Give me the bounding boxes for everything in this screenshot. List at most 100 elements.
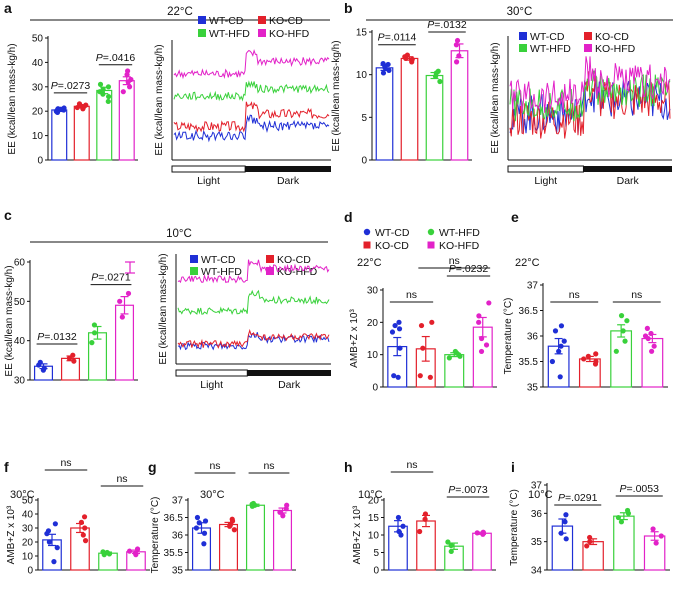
- bar-wt-hfd: [610, 330, 633, 388]
- point: [52, 521, 58, 527]
- bar-ko-hfd: [472, 532, 492, 571]
- y-tick-label: 35.5: [164, 548, 184, 559]
- y-tick-label: 37: [172, 496, 184, 507]
- legend-label: WT-CD: [530, 31, 565, 43]
- y-tick-label: 36.5: [519, 306, 539, 317]
- y-tick-label: 36: [531, 509, 543, 520]
- panel-letter: d: [344, 209, 353, 225]
- panel-letter: i: [511, 459, 515, 475]
- y-tick-label: 5: [373, 548, 379, 559]
- point: [284, 502, 290, 508]
- c-line-chart: EE (kcal/lean mass-kg/h) Light Dark: [158, 253, 331, 391]
- y-tick-label: 50: [22, 496, 34, 507]
- x-label-dark: Dark: [278, 379, 301, 391]
- y-axis-label: AMB+Z x 10³: [6, 505, 17, 564]
- point: [395, 374, 401, 380]
- bar-wt-hfd: [87, 332, 108, 381]
- significance-label: P=.0132: [37, 331, 77, 343]
- point: [106, 93, 112, 100]
- point: [593, 358, 599, 365]
- significance-label: ns: [569, 289, 580, 301]
- condition-label: 10°C: [358, 489, 383, 501]
- point: [105, 84, 112, 90]
- significance-label: P=.0053: [620, 483, 660, 495]
- y-tick-label: 37: [531, 481, 543, 492]
- point: [409, 56, 415, 62]
- y-tick-label: 20: [22, 538, 34, 549]
- legend-label: KO-CD: [269, 15, 303, 27]
- legend-label: KO-HFD: [269, 28, 310, 40]
- y-axis-label: Temperature (°C): [509, 489, 520, 566]
- legend-label: KO-HFD: [439, 240, 480, 252]
- y-tick-label: 0: [27, 566, 33, 577]
- y-tick-label: 5: [361, 113, 367, 124]
- panel-letter: e: [511, 209, 519, 225]
- y-tick-label: 0: [37, 156, 43, 167]
- point: [194, 514, 201, 521]
- y-tick-label: 0: [373, 566, 379, 577]
- point: [46, 539, 52, 545]
- point: [422, 516, 428, 522]
- panel-title: 22°C: [167, 6, 193, 18]
- panel-header: 30°C: [366, 6, 673, 21]
- bar-wt-cd: [375, 67, 394, 161]
- y-tick-label: 34: [531, 566, 543, 577]
- significance-label: ns: [631, 289, 642, 301]
- y-axis-label: Temperature (°C): [150, 497, 161, 574]
- legend-label: KO-HFD: [595, 43, 636, 55]
- point: [229, 516, 235, 522]
- e-bar-chart: 35 35.5 36 36.5 37 Temperature (°C) ns ns 22°C: [503, 257, 668, 394]
- point: [54, 545, 60, 551]
- panel-header: 22°C: [30, 6, 330, 21]
- point: [563, 512, 569, 518]
- y-tick-label: 50: [32, 34, 44, 45]
- point: [396, 326, 403, 332]
- legend-swatch: [198, 16, 206, 24]
- legend-label: WT-HFD: [201, 266, 242, 278]
- point: [231, 527, 237, 533]
- y-tick-label: 36: [527, 332, 539, 343]
- point: [437, 78, 443, 85]
- significance-label: P=.0232: [449, 263, 489, 275]
- condition-label: 30°C: [200, 489, 225, 501]
- bar-ko-cd: [60, 357, 81, 381]
- y-tick-label: 30: [32, 82, 44, 93]
- point: [280, 513, 286, 519]
- condition-label: 30°C: [10, 489, 35, 501]
- condition-label: 22°C: [357, 257, 382, 269]
- y-tick-label: 0: [372, 383, 378, 394]
- legend-marker: [363, 228, 371, 236]
- legend: WT-CD KO-CD WT-HFD KO-HFD: [198, 15, 310, 40]
- point: [61, 105, 67, 111]
- y-tick-label: 37: [527, 281, 539, 292]
- y-axis-label: AMB+Z x 10³: [349, 309, 360, 368]
- point: [389, 329, 396, 335]
- x-label-light: Light: [197, 175, 220, 187]
- legend-swatch: [584, 44, 592, 52]
- point: [45, 528, 52, 534]
- y-axis-label: EE (kcal/lean mass-kg/h): [490, 42, 501, 153]
- bar-ko-hfd: [272, 509, 293, 571]
- point: [125, 290, 132, 297]
- y-axis-label: EE (kcal/lean mass-kg/h): [4, 265, 15, 376]
- legend-swatch: [258, 29, 266, 37]
- series-line-wt-hfd: [173, 80, 330, 102]
- point: [429, 319, 435, 325]
- point: [562, 519, 568, 525]
- series-line-ko-cd: [177, 328, 330, 349]
- series-line-ko-cd: [509, 71, 671, 139]
- y-tick-label: 60: [14, 258, 26, 269]
- point: [644, 325, 650, 331]
- panel-letter: h: [344, 459, 353, 475]
- point: [622, 338, 628, 344]
- a-bar-chart: 0 10 20 30 40 50 EE (kcal/lean mass-kg/h) P=.02…: [7, 34, 138, 167]
- panel-header: 10°C: [30, 228, 328, 243]
- panel-letter: f: [4, 459, 9, 475]
- legend-label: WT-HFD: [439, 227, 480, 239]
- point: [417, 528, 423, 535]
- point: [448, 548, 454, 555]
- point: [563, 536, 569, 542]
- point: [453, 59, 460, 65]
- legend: WT-CD KO-CD WT-HFD KO-HFD: [190, 254, 318, 278]
